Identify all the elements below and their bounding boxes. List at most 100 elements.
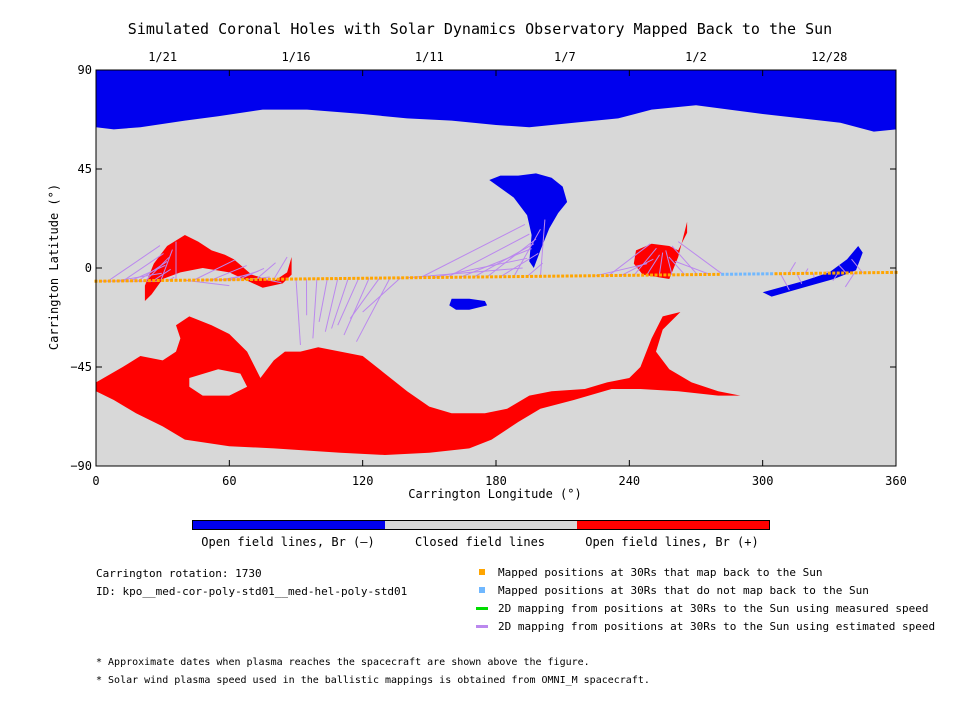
x-tick-label: 300 xyxy=(751,474,774,488)
track-point xyxy=(187,278,191,282)
track-point xyxy=(747,272,751,276)
track-point xyxy=(396,276,400,280)
track-point xyxy=(850,271,854,275)
mapping-line-2-5 xyxy=(331,278,349,329)
mapping-line-5-8 xyxy=(838,265,847,274)
track-point xyxy=(241,278,245,282)
y-tick-label: 0 xyxy=(84,261,92,275)
track-point xyxy=(383,276,387,280)
track-point xyxy=(365,276,369,280)
track-point xyxy=(818,271,822,275)
track-point xyxy=(134,279,138,283)
track-point xyxy=(743,272,747,276)
track-point xyxy=(232,278,236,282)
track-point xyxy=(161,278,165,282)
track-point xyxy=(445,275,449,279)
track-point xyxy=(574,274,578,278)
legend-estimated-swatch xyxy=(476,625,488,628)
track-point xyxy=(521,275,525,279)
track-point xyxy=(774,272,778,276)
mapping-line-3-2 xyxy=(433,257,528,278)
track-point xyxy=(605,274,609,278)
track-point xyxy=(401,276,405,280)
track-point xyxy=(885,270,889,274)
track-point xyxy=(538,274,542,278)
track-point xyxy=(556,274,560,278)
track-point xyxy=(125,279,129,283)
mapping-line-3-7 xyxy=(500,253,539,278)
track-point xyxy=(481,275,485,279)
mapping-line-0-8 xyxy=(160,249,173,281)
mapping-line-2-10 xyxy=(362,277,401,313)
track-point xyxy=(298,277,302,281)
mapping-line-3-5 xyxy=(473,243,535,278)
track-point xyxy=(690,273,694,277)
mapping-line-0-1 xyxy=(107,245,161,282)
colorbar xyxy=(192,520,770,530)
track-point xyxy=(770,272,774,276)
track-point xyxy=(787,272,791,276)
mapping-line-4-3 xyxy=(633,247,657,276)
mapping-line-5-3 xyxy=(804,268,809,274)
track-point xyxy=(543,274,547,278)
colorbar-label-positive: Open field lines, Br (+) xyxy=(585,535,759,549)
y-tick-label: −90 xyxy=(70,459,92,473)
track-point xyxy=(294,277,298,281)
track-point xyxy=(827,271,831,275)
mapping-line-0-7 xyxy=(153,268,171,281)
track-point xyxy=(503,275,507,279)
mapping-line-4-0 xyxy=(595,263,648,277)
track-point xyxy=(565,274,569,278)
colorbar-open-positive xyxy=(577,521,769,529)
legend-measured: 2D mapping from positions at 30Rs to the… xyxy=(498,602,929,615)
track-point xyxy=(614,273,618,277)
mapping-line-2-7 xyxy=(343,277,370,336)
track-point xyxy=(867,271,871,275)
track-point xyxy=(156,279,160,283)
legend-measured-swatch xyxy=(476,607,488,610)
mapping-line-3-10 xyxy=(539,219,546,277)
track-point xyxy=(872,271,876,275)
mapping-line-5-4 xyxy=(812,273,815,278)
track-point xyxy=(98,279,102,283)
track-point xyxy=(667,273,671,277)
mapping-line-5-10 xyxy=(851,258,864,274)
mapping-line-0-3 xyxy=(122,253,164,282)
track-point xyxy=(174,278,178,282)
track-point xyxy=(147,279,151,283)
track-point xyxy=(858,271,862,275)
track-point xyxy=(547,274,551,278)
track-point xyxy=(263,277,267,281)
track-point xyxy=(721,272,725,276)
mapping-line-4-9 xyxy=(674,260,711,275)
x-tick-label: 0 xyxy=(92,474,100,488)
track-point xyxy=(427,276,431,280)
track-point xyxy=(152,279,156,283)
track-point xyxy=(778,272,782,276)
legend-mapped-swatch xyxy=(479,569,485,575)
track-point xyxy=(218,278,222,282)
track-point xyxy=(583,274,587,278)
track-point xyxy=(623,273,627,277)
mapping-line-4-1 xyxy=(608,243,651,276)
note-speed: * Solar wind plasma speed used in the ba… xyxy=(96,675,650,686)
track-point xyxy=(281,277,285,281)
mapping-line-4-2 xyxy=(621,258,654,276)
mapping-line-4-8 xyxy=(671,245,698,275)
track-point xyxy=(805,271,809,275)
track-point xyxy=(645,273,649,277)
coronal-hole-positive-5 xyxy=(633,221,688,279)
track-point xyxy=(330,277,334,281)
track-point xyxy=(112,279,116,283)
track-point xyxy=(214,278,218,282)
mapping-line-3-3 xyxy=(446,233,530,278)
track-point xyxy=(832,271,836,275)
top-date-label: 1/11 xyxy=(414,50,444,64)
track-point xyxy=(756,272,760,276)
x-tick-label: 180 xyxy=(485,474,507,488)
legend-not-mapped-swatch xyxy=(479,587,485,593)
track-point xyxy=(254,277,258,281)
colorbar-closed xyxy=(385,521,577,529)
coronal-hole-negative-1 xyxy=(489,173,568,268)
closed-island-0 xyxy=(189,369,248,396)
